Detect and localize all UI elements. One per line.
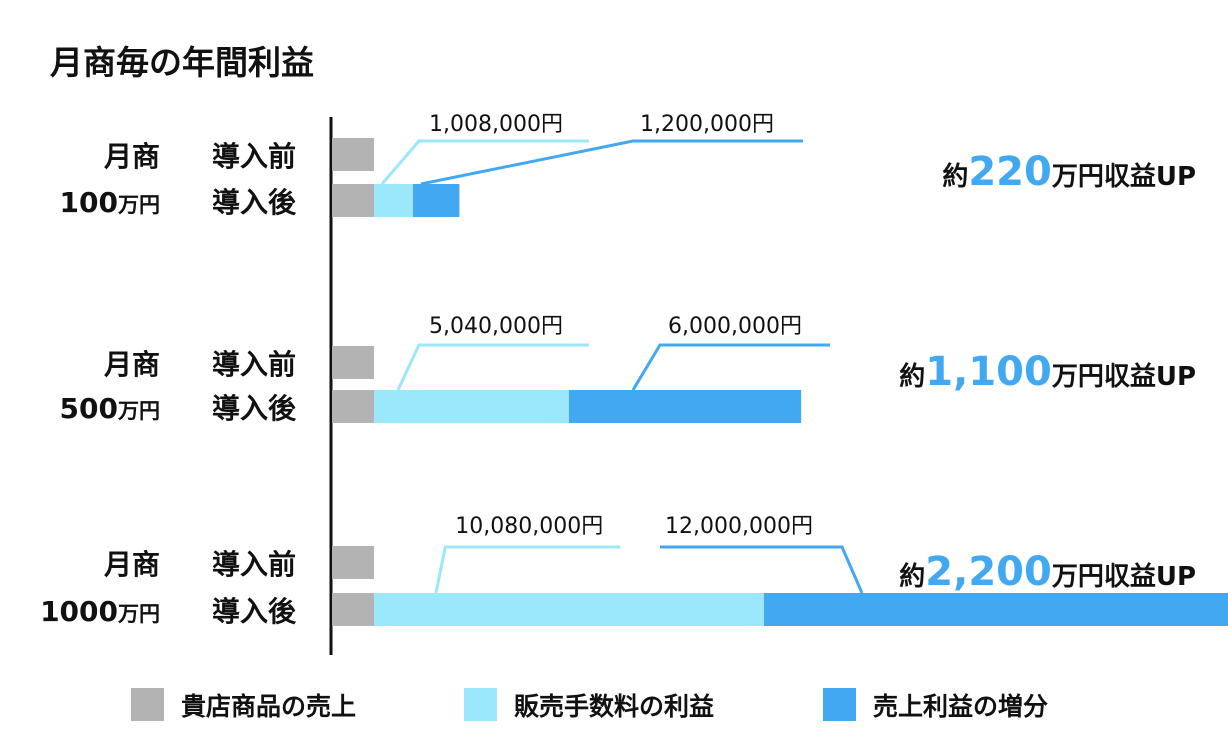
group-prefix-label: 月商	[103, 348, 160, 381]
legend-label: 販売手数料の利益	[514, 692, 714, 721]
profit-up-label: 約2,200万円収益UP	[899, 549, 1196, 595]
bar-after-store-sales	[332, 593, 374, 626]
row-label-after: 導入後	[212, 186, 297, 219]
callout-label-increase: 1,200,000円	[640, 112, 774, 137]
bar-sales-profit-increase	[764, 593, 1228, 626]
callout-label-increase: 6,000,000円	[668, 314, 802, 339]
callout-line-commission	[396, 343, 589, 391]
profit-up-label: 約220万円収益UP	[942, 149, 1196, 195]
row-label-before: 導入前	[212, 548, 296, 581]
legend-item: 販売手数料の利益	[464, 688, 714, 721]
callout-label-commission: 10,080,000円	[455, 514, 603, 539]
bar-commission-profit	[374, 390, 569, 423]
legend-label: 貴店商品の売上	[181, 692, 356, 721]
bar-commission-profit	[374, 593, 764, 626]
legend-swatch	[131, 688, 164, 721]
monthly-sales-label: 1000万円	[40, 595, 160, 628]
callout-line-increase	[660, 545, 864, 594]
row-label-before: 導入前	[212, 140, 296, 173]
row-label-after: 導入後	[212, 595, 297, 628]
callout-label-commission: 5,040,000円	[429, 314, 563, 339]
bar-before-store-sales	[332, 138, 374, 171]
legend-item: 貴店商品の売上	[131, 688, 356, 721]
bar-sales-profit-increase	[569, 390, 802, 423]
monthly-sales-label: 100万円	[60, 186, 160, 219]
callout-line-commission	[434, 545, 621, 594]
bar-after-store-sales	[332, 390, 374, 423]
bar-after-store-sales	[332, 184, 374, 217]
bar-sales-profit-increase	[413, 184, 460, 217]
legend-item: 売上利益の増分	[823, 688, 1048, 721]
group-prefix-label: 月商	[103, 140, 160, 173]
profit-up-label: 約1,100万円収益UP	[899, 349, 1196, 395]
row-label-before: 導入前	[212, 348, 296, 381]
legend: 貴店商品の売上 販売手数料の利益 売上利益の増分	[131, 688, 1048, 721]
legend-swatch	[464, 688, 497, 721]
callout-label-commission: 1,008,000円	[429, 112, 563, 137]
callout-line-increase	[631, 343, 830, 391]
row-label-after: 導入後	[212, 392, 297, 425]
bar-commission-profit	[374, 184, 413, 217]
legend-swatch	[823, 688, 856, 721]
callout-line-increase	[420, 139, 803, 186]
bar-before-store-sales	[332, 546, 374, 579]
legend-label: 売上利益の増分	[873, 692, 1048, 721]
chart-title: 月商毎の年間利益	[50, 43, 314, 82]
callout-line-commission	[380, 139, 589, 185]
bar-before-store-sales	[332, 346, 374, 379]
group-prefix-label: 月商	[103, 548, 160, 581]
callout-label-increase: 12,000,000円	[665, 514, 813, 539]
monthly-sales-label: 500万円	[60, 392, 160, 425]
